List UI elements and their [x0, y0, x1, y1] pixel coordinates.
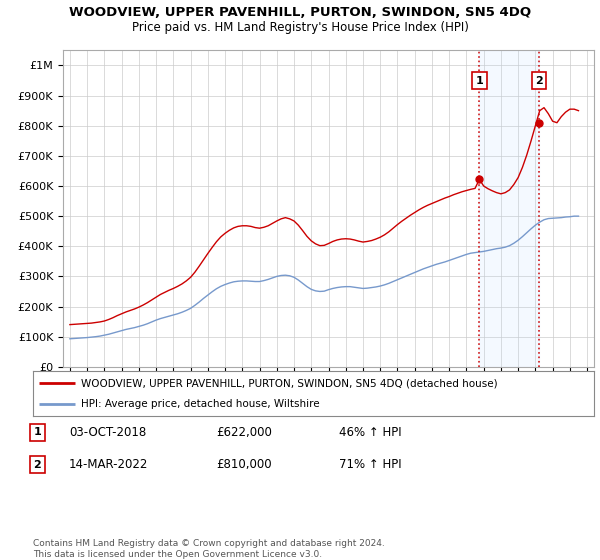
- Text: 2: 2: [34, 460, 41, 470]
- Text: HPI: Average price, detached house, Wiltshire: HPI: Average price, detached house, Wilt…: [80, 399, 319, 409]
- Text: 71% ↑ HPI: 71% ↑ HPI: [339, 458, 401, 472]
- Text: £810,000: £810,000: [216, 458, 272, 472]
- Text: 14-MAR-2022: 14-MAR-2022: [69, 458, 148, 472]
- Text: £622,000: £622,000: [216, 426, 272, 439]
- Bar: [479, 50, 539, 367]
- Text: 1: 1: [475, 76, 483, 86]
- Text: Contains HM Land Registry data © Crown copyright and database right 2024.
This d: Contains HM Land Registry data © Crown c…: [33, 539, 385, 559]
- Text: Price paid vs. HM Land Registry's House Price Index (HPI): Price paid vs. HM Land Registry's House …: [131, 21, 469, 34]
- Text: WOODVIEW, UPPER PAVENHILL, PURTON, SWINDON, SN5 4DQ (detached house): WOODVIEW, UPPER PAVENHILL, PURTON, SWIND…: [80, 378, 497, 388]
- Text: 03-OCT-2018: 03-OCT-2018: [69, 426, 146, 439]
- Text: 46% ↑ HPI: 46% ↑ HPI: [339, 426, 401, 439]
- Text: WOODVIEW, UPPER PAVENHILL, PURTON, SWINDON, SN5 4DQ: WOODVIEW, UPPER PAVENHILL, PURTON, SWIND…: [69, 6, 531, 18]
- Text: 1: 1: [34, 427, 41, 437]
- Text: 2: 2: [535, 76, 543, 86]
